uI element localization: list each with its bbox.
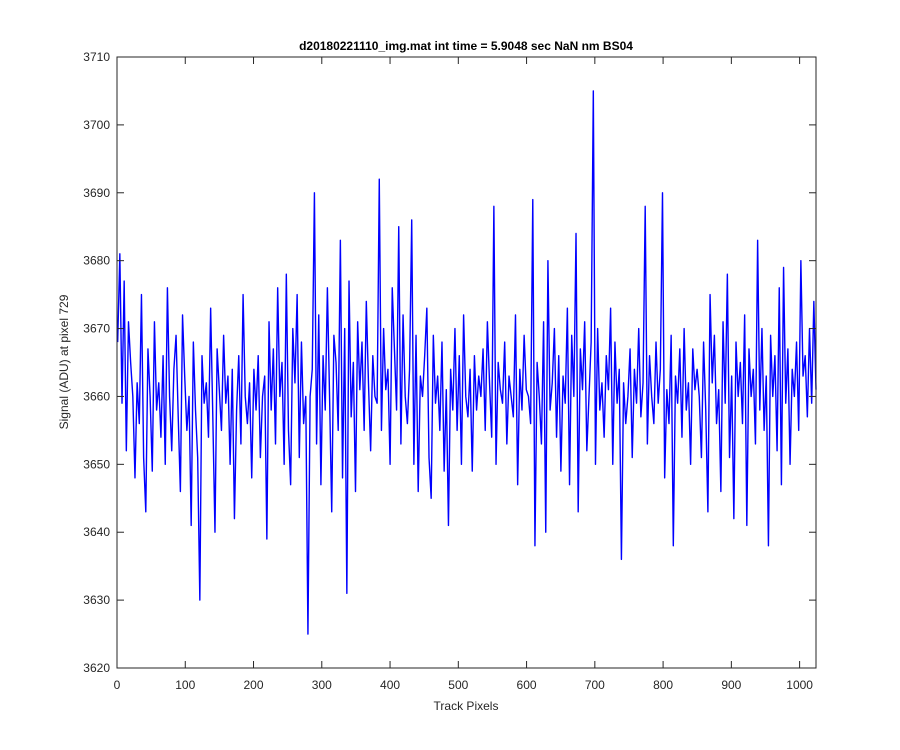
y-axis: 3620 3630 3640 3650 3660 3670 3680 3690 3700 3710 (83, 50, 816, 675)
x-tick-label: 100 (175, 678, 195, 692)
series-line (116, 90, 817, 635)
y-axis-label: Signal (ADU) at pixel 729 (57, 294, 71, 429)
x-tick-label: 500 (448, 678, 468, 692)
plot-area (117, 57, 816, 668)
y-tick-label: 3640 (83, 525, 110, 539)
y-tick-label: 3620 (83, 661, 110, 675)
y-tick-label: 3690 (83, 186, 110, 200)
x-tick-label: 200 (244, 678, 264, 692)
y-tick-label: 3650 (83, 457, 110, 471)
x-tick-label: 300 (312, 678, 332, 692)
axes-box (116, 56, 817, 669)
y-tick-label: 3700 (83, 118, 110, 132)
x-tick-label: 900 (721, 678, 741, 692)
x-tick-label: 400 (380, 678, 400, 692)
x-axis-label: Track Pixels (434, 699, 499, 713)
x-tick-label: 800 (653, 678, 673, 692)
y-tick-label: 3670 (83, 322, 110, 336)
series-group (116, 90, 817, 635)
y-tick-label: 3660 (83, 389, 110, 403)
y-tick-label: 3710 (83, 50, 110, 64)
x-axis: 0 100 200 300 400 500 600 700 800 900 1000 (114, 57, 813, 692)
x-tick-label: 1000 (786, 678, 813, 692)
y-tick-label: 3630 (83, 593, 110, 607)
y-tick-label: 3680 (83, 254, 110, 268)
x-tick-label: 700 (585, 678, 605, 692)
x-tick-label: 600 (517, 678, 537, 692)
chart-title: d20180221110_img.mat int time = 5.9048 s… (299, 39, 633, 53)
x-tick-label: 0 (114, 678, 121, 692)
